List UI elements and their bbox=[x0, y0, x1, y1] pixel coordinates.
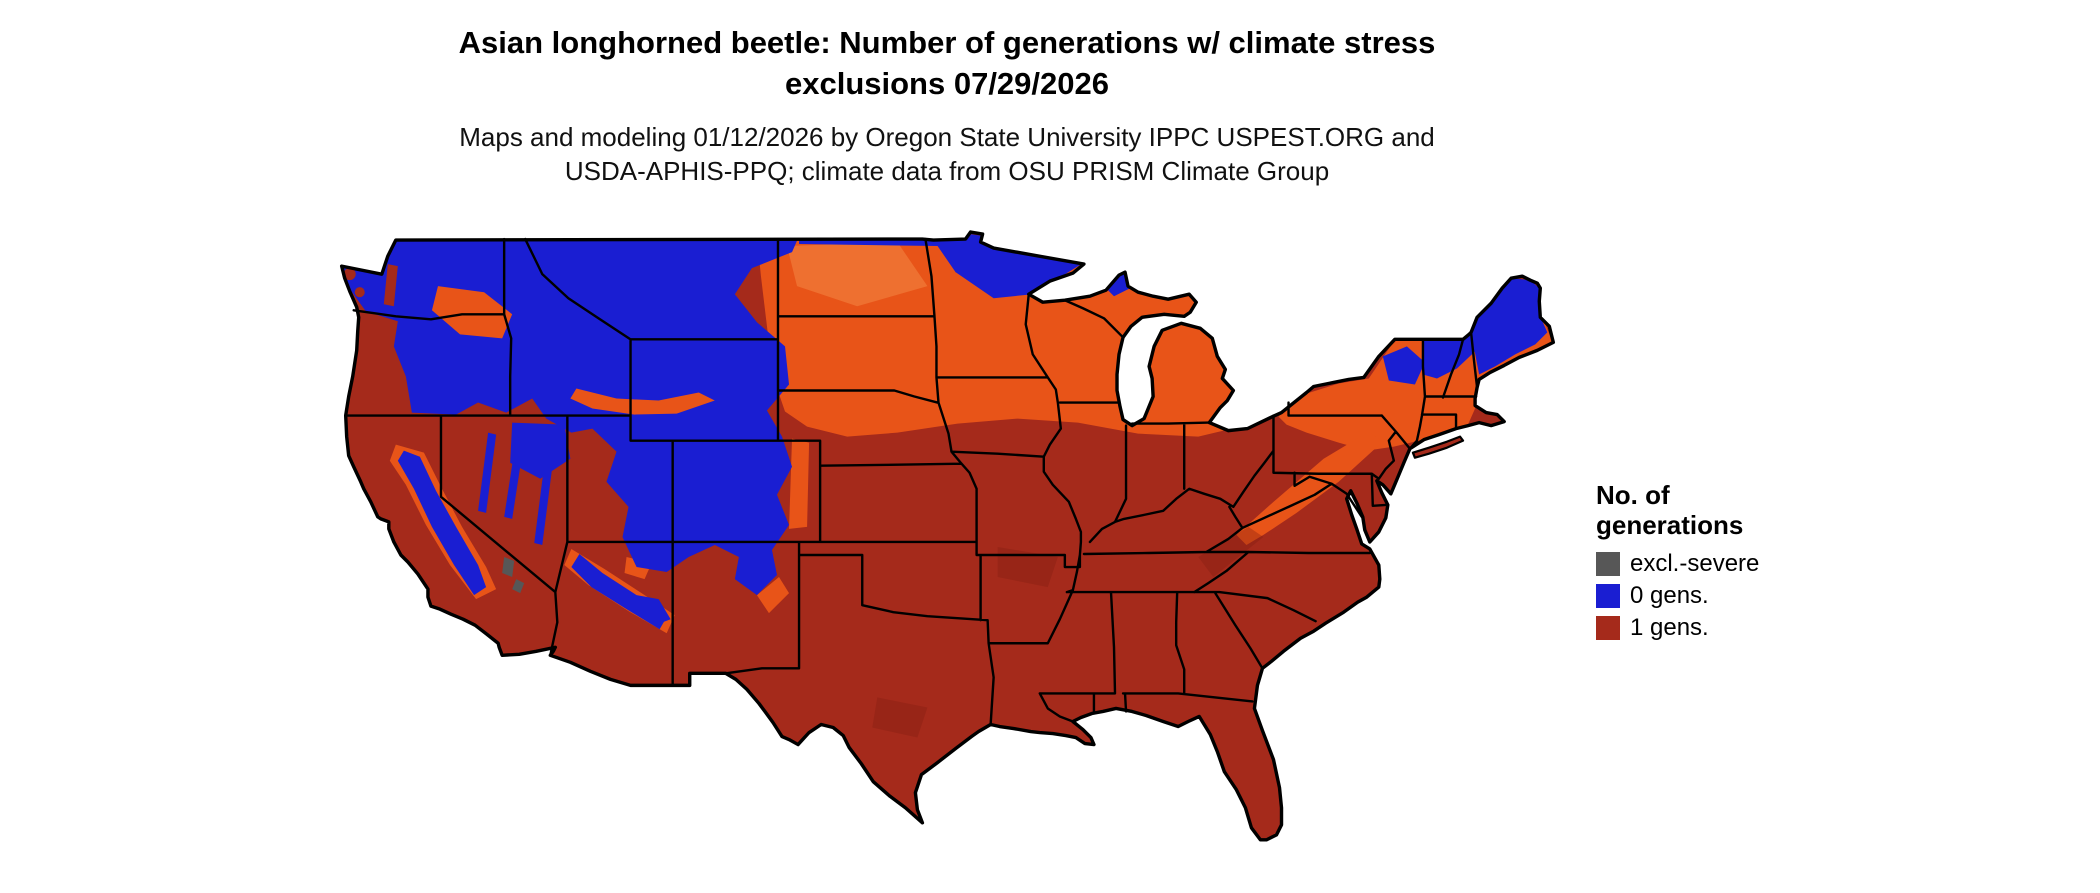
map-subtitle-line2: USDA-APHIS-PPQ; climate data from OSU PR… bbox=[564, 156, 1330, 186]
legend-item-0-gens: 0 gens. bbox=[1596, 582, 1856, 610]
legend-item-excl-severe: excl.-severe bbox=[1596, 550, 1856, 578]
legend-title-line1: No. of bbox=[1596, 480, 1670, 510]
state-borders bbox=[344, 237, 1479, 726]
us-outline bbox=[339, 230, 1556, 842]
map-legend: No. of generations excl.-severe 0 gens. … bbox=[1596, 480, 1856, 646]
map-subtitle: Maps and modeling 01/12/2026 by Oregon S… bbox=[0, 120, 1894, 188]
legend-title-line2: generations bbox=[1596, 510, 1744, 540]
us-map-container bbox=[335, 226, 1560, 888]
us-map bbox=[339, 230, 1556, 842]
legend-label-0-gens: 0 gens. bbox=[1630, 582, 1709, 609]
legend-swatch-excl-severe bbox=[1596, 552, 1620, 576]
legend-label-excl-severe: excl.-severe bbox=[1630, 550, 1760, 577]
legend-label-1-gens: 1 gens. bbox=[1630, 614, 1709, 641]
legend-item-1-gens: 1 gens. bbox=[1596, 614, 1856, 642]
map-title: Asian longhorned beetle: Number of gener… bbox=[0, 22, 1894, 104]
map-detail-layer bbox=[343, 264, 1264, 738]
legend-swatch-0-gens bbox=[1596, 584, 1620, 608]
long-island bbox=[1411, 435, 1465, 459]
map-title-line1: Asian longhorned beetle: Number of gener… bbox=[458, 25, 1436, 60]
map-title-line2: exclusions 07/29/2026 bbox=[784, 66, 1109, 101]
legend-title: No. of generations bbox=[1596, 480, 1856, 540]
map-subtitle-line1: Maps and modeling 01/12/2026 by Oregon S… bbox=[459, 122, 1435, 152]
legend-swatch-1-gens bbox=[1596, 616, 1620, 640]
